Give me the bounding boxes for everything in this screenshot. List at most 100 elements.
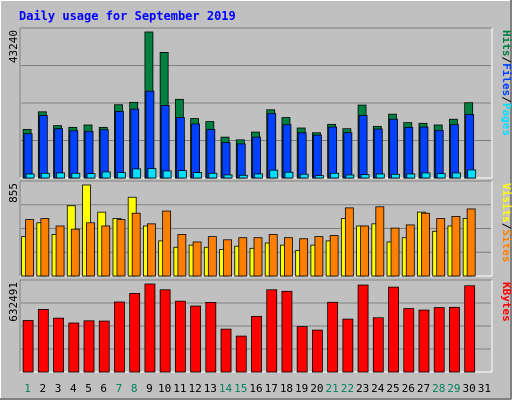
x-label-28: 28 bbox=[432, 382, 445, 395]
sites-bar-20 bbox=[314, 236, 324, 277]
sites-bar-26 bbox=[405, 224, 415, 277]
kbytes-bar-28 bbox=[433, 307, 445, 373]
x-label-25: 25 bbox=[386, 382, 399, 395]
kbytes-bar-4 bbox=[68, 322, 80, 373]
files-bar-28 bbox=[434, 129, 444, 179]
pages-bar-16 bbox=[254, 173, 263, 179]
files-bar-23 bbox=[358, 115, 368, 179]
kbytes-bar-12 bbox=[190, 305, 201, 373]
files-bar-27 bbox=[419, 126, 429, 179]
kbytes-bar-27 bbox=[418, 309, 430, 373]
legend-pages: Pages bbox=[500, 103, 512, 136]
pages-bar-12 bbox=[193, 172, 202, 179]
chart-title: Daily usage for September 2019 bbox=[19, 9, 236, 23]
legend-separator: / bbox=[500, 223, 512, 230]
sites-bar-7 bbox=[116, 219, 126, 277]
kbytes-bar-17 bbox=[266, 289, 278, 373]
sites-bar-5 bbox=[86, 222, 95, 277]
x-label-17: 17 bbox=[265, 382, 278, 395]
sites-bar-10 bbox=[162, 210, 172, 277]
y-max-label-1: 855 bbox=[7, 183, 20, 203]
kbytes-bar-26 bbox=[403, 308, 415, 373]
legend-separator: / bbox=[500, 96, 512, 103]
kbytes-bar-24 bbox=[372, 317, 384, 373]
x-label-8: 8 bbox=[131, 382, 138, 395]
files-bar-15 bbox=[236, 143, 246, 179]
files-bar-20 bbox=[313, 134, 322, 179]
legend-files: Files bbox=[500, 63, 512, 96]
kbytes-bar-10 bbox=[159, 289, 171, 373]
pages-bar-14 bbox=[223, 174, 233, 179]
pages-bar-10 bbox=[162, 170, 172, 179]
x-label-7: 7 bbox=[116, 382, 123, 395]
sites-bar-11 bbox=[177, 234, 187, 277]
x-label-12: 12 bbox=[188, 382, 201, 395]
x-label-24: 24 bbox=[371, 382, 385, 395]
files-bar-19 bbox=[297, 132, 307, 179]
sites-bar-4 bbox=[70, 228, 80, 277]
pages-bar-15 bbox=[238, 174, 248, 179]
files-bar-29 bbox=[450, 124, 459, 179]
kbytes-bar-16 bbox=[251, 315, 262, 373]
pages-bar-3 bbox=[56, 172, 65, 179]
sites-bar-15 bbox=[238, 237, 248, 277]
pages-bar-9 bbox=[147, 168, 157, 179]
sites-bar-27 bbox=[421, 212, 430, 277]
files-bar-5 bbox=[84, 131, 94, 179]
files-bar-7 bbox=[115, 111, 124, 179]
pages-bar-30 bbox=[467, 169, 477, 179]
sites-bar-18 bbox=[284, 237, 293, 277]
files-bar-12 bbox=[191, 123, 200, 179]
kbytes-bar-25 bbox=[388, 286, 399, 373]
sites-bar-24 bbox=[375, 206, 385, 277]
pages-bar-8 bbox=[132, 168, 142, 179]
sites-bar-9 bbox=[147, 223, 156, 277]
kbytes-bar-30 bbox=[464, 285, 476, 373]
legend-separator: / bbox=[500, 57, 512, 64]
files-bar-6 bbox=[99, 129, 109, 179]
kbytes-bar-5 bbox=[83, 320, 95, 373]
legend-hits: Hits bbox=[500, 30, 512, 57]
kbytes-bar-9 bbox=[144, 283, 156, 373]
files-bar-30 bbox=[465, 114, 475, 179]
sites-bar-16 bbox=[253, 237, 263, 277]
sites-bar-3 bbox=[55, 225, 65, 277]
pages-bar-21 bbox=[330, 172, 340, 179]
kbytes-bar-18 bbox=[281, 290, 293, 373]
pages-bar-18 bbox=[284, 171, 294, 179]
files-bar-26 bbox=[404, 126, 414, 179]
pages-bar-2 bbox=[40, 172, 50, 179]
pages-bar-27 bbox=[421, 172, 431, 179]
kbytes-bar-14 bbox=[220, 328, 232, 373]
pages-bar-29 bbox=[452, 172, 461, 179]
kbytes-bar-2 bbox=[37, 308, 49, 373]
kbytes-bar-23 bbox=[357, 284, 369, 373]
files-bar-10 bbox=[160, 105, 170, 179]
x-label-2: 2 bbox=[40, 382, 47, 395]
sites-bar-17 bbox=[268, 234, 278, 277]
sites-bar-8 bbox=[131, 212, 141, 277]
pages-bar-23 bbox=[360, 174, 370, 179]
x-label-5: 5 bbox=[85, 382, 92, 395]
x-label-26: 26 bbox=[402, 382, 415, 395]
legend-visits: Visits bbox=[500, 183, 512, 223]
x-label-19: 19 bbox=[295, 382, 308, 395]
x-label-30: 30 bbox=[463, 382, 476, 395]
files-bar-21 bbox=[328, 126, 338, 179]
legend-1: Visits/Sites bbox=[500, 183, 512, 263]
files-bar-14 bbox=[221, 142, 231, 179]
sites-bar-25 bbox=[390, 227, 400, 277]
kbytes-bar-13 bbox=[205, 302, 217, 373]
files-bar-16 bbox=[252, 136, 261, 179]
y-max-label-0: 43240 bbox=[7, 30, 20, 63]
kbytes-bar-19 bbox=[296, 326, 308, 373]
sites-bar-14 bbox=[223, 239, 232, 277]
files-bar-22 bbox=[343, 132, 353, 179]
x-label-18: 18 bbox=[280, 382, 293, 395]
pages-bar-20 bbox=[315, 175, 324, 179]
x-label-16: 16 bbox=[249, 382, 262, 395]
kbytes-bar-7 bbox=[114, 301, 125, 373]
x-label-10: 10 bbox=[158, 382, 171, 395]
